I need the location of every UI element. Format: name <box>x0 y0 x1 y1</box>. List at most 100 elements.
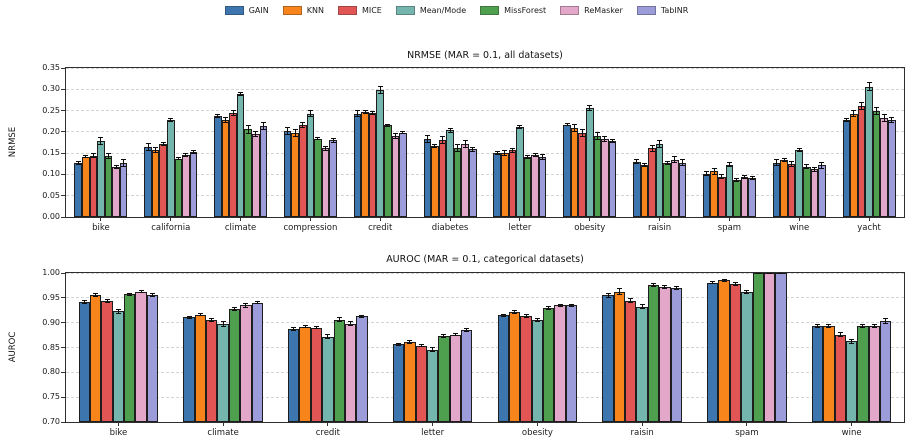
error-bar <box>611 139 613 143</box>
error-bar <box>675 286 677 290</box>
legend-item-mean-mode: Mean/Mode <box>395 6 466 15</box>
error-bar-cap <box>704 174 710 176</box>
bar-mean-mode <box>97 141 105 217</box>
bar-remasker <box>135 291 147 422</box>
error-bar-cap <box>815 324 820 326</box>
bar-remasker <box>321 148 330 217</box>
error-bar-cap <box>726 165 732 167</box>
error-bar-cap <box>362 112 368 114</box>
x-tick-label: letter <box>508 223 532 233</box>
error-bar-cap <box>93 293 99 295</box>
error-bar-cap <box>314 328 319 330</box>
error-bar <box>813 167 815 171</box>
bar-tabinr <box>461 330 473 422</box>
x-tick-mark <box>659 217 661 221</box>
error-bar <box>287 127 289 135</box>
legend-item-missforest: MissForest <box>480 6 546 15</box>
error-bar-cap <box>881 120 887 122</box>
x-tick-label: bike <box>109 428 128 438</box>
x-tick-mark <box>589 217 591 221</box>
error-bar-cap <box>175 159 181 161</box>
error-bar-cap <box>432 143 438 145</box>
error-bar-cap <box>291 327 297 329</box>
error-bar <box>302 122 304 128</box>
error-bar <box>140 290 142 293</box>
error-bar <box>442 136 443 144</box>
error-bar-cap <box>579 135 585 137</box>
error-bar-cap <box>849 338 855 340</box>
error-bar-cap <box>105 157 111 159</box>
y-tick-label: 0.95 <box>42 292 60 302</box>
error-bar-cap <box>392 138 398 140</box>
error-bar-cap <box>523 317 529 319</box>
error-bar-cap <box>105 152 111 154</box>
error-bar <box>245 303 247 308</box>
error-bar-cap <box>145 143 151 145</box>
bar-knn <box>404 342 416 422</box>
y-tick-mark <box>61 88 65 90</box>
error-bar-cap <box>302 325 308 327</box>
error-bar-cap <box>649 144 655 146</box>
error-bar-cap <box>323 149 329 151</box>
error-bar-cap <box>796 147 802 149</box>
error-bar-cap <box>292 136 298 138</box>
error-bar-cap <box>502 155 508 157</box>
error-bar-cap <box>811 170 817 172</box>
error-bar-cap <box>462 139 468 141</box>
error-bar <box>798 148 800 152</box>
error-bar <box>466 328 468 332</box>
error-bar-cap <box>222 116 228 118</box>
error-bar-cap <box>641 166 647 168</box>
error-bar-cap <box>605 296 611 298</box>
error-bar <box>151 293 153 297</box>
error-bar-cap <box>602 140 608 142</box>
error-bar-cap <box>93 296 99 298</box>
error-bar <box>361 315 363 318</box>
error-bar-cap <box>726 162 732 164</box>
error-bar-cap <box>81 302 87 304</box>
y-tick-mark <box>61 396 65 398</box>
bar-mean-mode <box>531 320 544 422</box>
error-bar <box>185 153 187 157</box>
bar-gain <box>74 162 82 217</box>
error-bar <box>589 105 591 111</box>
y-tick-mark <box>61 110 65 112</box>
bar-mean-mode <box>865 86 873 217</box>
error-bar <box>641 304 643 309</box>
bar-gain <box>842 119 851 217</box>
error-bar-cap <box>222 121 228 123</box>
error-bar-cap <box>804 164 810 166</box>
bar-tabinr <box>818 165 826 217</box>
error-bar-cap <box>650 283 656 285</box>
error-bar-cap <box>509 151 515 153</box>
error-bar-cap <box>673 288 679 290</box>
error-bar-cap <box>664 160 670 162</box>
bar-gain <box>707 282 719 422</box>
bar-mean-mode <box>322 336 334 422</box>
bar-knn <box>299 326 311 422</box>
error-bar-cap <box>440 142 445 144</box>
bar-missforest <box>663 162 671 217</box>
error-bar <box>387 124 389 127</box>
bar-knn <box>431 145 439 217</box>
error-bar-cap <box>260 128 266 130</box>
error-bar-cap <box>634 159 640 161</box>
error-bar <box>885 318 887 324</box>
error-bar-cap <box>616 294 622 296</box>
error-bar-cap <box>153 147 159 149</box>
x-tick-label: climate <box>224 223 257 233</box>
bar-missforest <box>872 110 881 217</box>
error-bar-cap <box>524 157 530 159</box>
x-tick-mark <box>536 422 538 426</box>
gridline <box>66 396 904 398</box>
error-bar-cap <box>634 163 640 165</box>
error-bar <box>240 92 242 96</box>
bar-missforest <box>244 129 252 217</box>
error-bar-cap <box>98 137 104 139</box>
bar-missforest <box>333 319 345 422</box>
bar-mean-mode <box>236 93 245 217</box>
error-bar <box>338 317 340 322</box>
bar-knn <box>291 133 300 217</box>
error-bar-cap <box>749 176 755 178</box>
error-bar-cap <box>534 318 540 320</box>
